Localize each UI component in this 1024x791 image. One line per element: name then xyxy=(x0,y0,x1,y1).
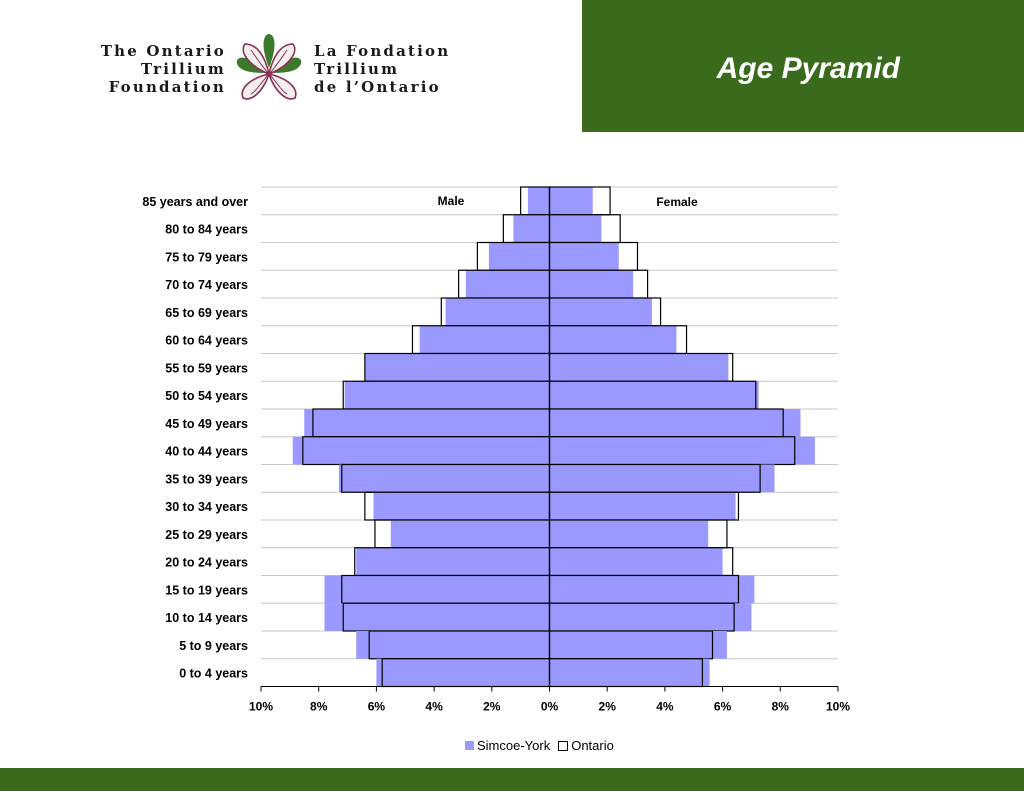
bar-simcoe-female xyxy=(549,575,755,604)
bar-simcoe-male xyxy=(488,242,550,271)
bar-simcoe-male xyxy=(419,325,550,354)
category-label: 20 to 24 years xyxy=(165,556,248,570)
bar-simcoe-male xyxy=(465,270,550,298)
x-tick-label: 10% xyxy=(826,700,850,714)
bar-simcoe-female xyxy=(549,187,593,215)
category-label: 35 to 39 years xyxy=(165,472,248,486)
legend-label-simcoe: Simcoe-York xyxy=(477,738,551,753)
category-label: 70 to 74 years xyxy=(165,278,248,292)
category-label: 15 to 19 years xyxy=(165,583,248,597)
bar-simcoe-female xyxy=(549,325,677,354)
x-tick-label: 0% xyxy=(541,700,559,714)
male-label: Male xyxy=(438,194,465,208)
category-label: 60 to 64 years xyxy=(165,334,248,348)
header-band xyxy=(582,0,1024,132)
x-tick-label: 2% xyxy=(483,700,501,714)
bar-simcoe-female xyxy=(549,436,815,465)
bar-simcoe-male xyxy=(344,381,550,409)
bar-simcoe-male xyxy=(324,603,550,631)
logo-french-text: La Fondation Trillium de l’Ontario xyxy=(314,42,484,96)
x-tick-label: 8% xyxy=(310,700,328,714)
x-tick-label: 2% xyxy=(599,700,617,714)
bar-simcoe-female xyxy=(549,242,619,271)
bar-simcoe-female xyxy=(549,631,727,659)
x-tick-label: 4% xyxy=(425,700,443,714)
logo-english-text: The Ontario Trillium Foundation xyxy=(78,42,226,96)
trillium-foundation-logo: The Ontario Trillium Foundation La Fonda… xyxy=(78,32,478,108)
bar-simcoe-male xyxy=(304,409,550,437)
logo-english-line-2: Trillium xyxy=(140,60,226,78)
legend-label-ontario: Ontario xyxy=(571,738,614,753)
bar-simcoe-male xyxy=(324,575,550,604)
logo-english-line-3: Foundation xyxy=(108,78,226,96)
category-label: 80 to 84 years xyxy=(165,223,248,237)
chart-legend: Simcoe-York Ontario xyxy=(465,738,618,753)
bar-simcoe-male xyxy=(292,436,550,465)
bar-simcoe-female xyxy=(549,658,710,687)
bar-simcoe-female xyxy=(549,270,634,298)
bar-simcoe-female xyxy=(549,464,775,493)
bar-simcoe-female xyxy=(549,520,709,548)
bar-simcoe-female xyxy=(549,409,801,437)
bar-simcoe-male xyxy=(445,298,550,326)
category-label: 40 to 44 years xyxy=(165,445,248,459)
bar-simcoe-male xyxy=(356,547,550,576)
category-label: 65 to 69 years xyxy=(165,306,248,320)
bar-simcoe-male xyxy=(356,631,550,659)
slide-title: Age Pyramid xyxy=(716,52,900,85)
bar-simcoe-female xyxy=(549,547,723,576)
category-label: 75 to 79 years xyxy=(165,250,248,264)
category-label: 5 to 9 years xyxy=(179,639,248,653)
bar-simcoe-male xyxy=(373,492,550,520)
logo-french-line-2: Trillium xyxy=(314,60,400,78)
legend-entry-simcoe: Simcoe-York xyxy=(465,738,550,753)
x-tick-label: 8% xyxy=(772,700,790,714)
bar-simcoe-female xyxy=(549,298,652,326)
bar-simcoe-male xyxy=(338,464,550,493)
category-label: 0 to 4 years xyxy=(179,667,248,681)
category-label: 55 to 59 years xyxy=(165,361,248,375)
age-pyramid-chart: 85 years and over 80 to 84 years 75 to 79 … xyxy=(142,186,850,714)
female-label: Female xyxy=(656,195,698,209)
category-label: 45 to 49 years xyxy=(165,417,248,431)
category-label: 30 to 34 years xyxy=(165,500,248,514)
bar-simcoe-male xyxy=(527,187,550,215)
category-label: 50 to 54 years xyxy=(165,389,248,403)
logo-french-line-1: La Fondation xyxy=(314,42,451,60)
bar-simcoe-female xyxy=(549,214,602,243)
category-label: 25 to 29 years xyxy=(165,528,248,542)
footer-band xyxy=(0,768,1024,791)
bar-simcoe-male xyxy=(364,353,550,382)
logo-french-line-3: de l’Ontario xyxy=(314,78,441,96)
bar-simcoe-female xyxy=(549,603,752,631)
logo-english-line-1: The Ontario xyxy=(100,42,226,60)
legend-entry-ontario: Ontario xyxy=(558,738,614,753)
x-tick-label: 10% xyxy=(249,700,273,714)
bar-simcoe-male xyxy=(390,520,550,548)
bar-simcoe-female xyxy=(549,492,736,520)
category-label: 10 to 14 years xyxy=(165,611,248,625)
bar-simcoe-male xyxy=(513,214,550,243)
bar-simcoe-male xyxy=(376,658,550,687)
legend-swatch-ontario xyxy=(558,740,569,751)
bar-simcoe-female xyxy=(549,381,759,409)
x-tick-label: 4% xyxy=(656,700,674,714)
trillium-flower-icon xyxy=(236,34,302,100)
x-tick-label: 6% xyxy=(368,700,386,714)
category-label: 85 years and over xyxy=(142,195,248,209)
legend-swatch-simcoe xyxy=(465,741,474,750)
x-tick-label: 6% xyxy=(714,700,732,714)
bar-simcoe-female xyxy=(549,353,729,382)
